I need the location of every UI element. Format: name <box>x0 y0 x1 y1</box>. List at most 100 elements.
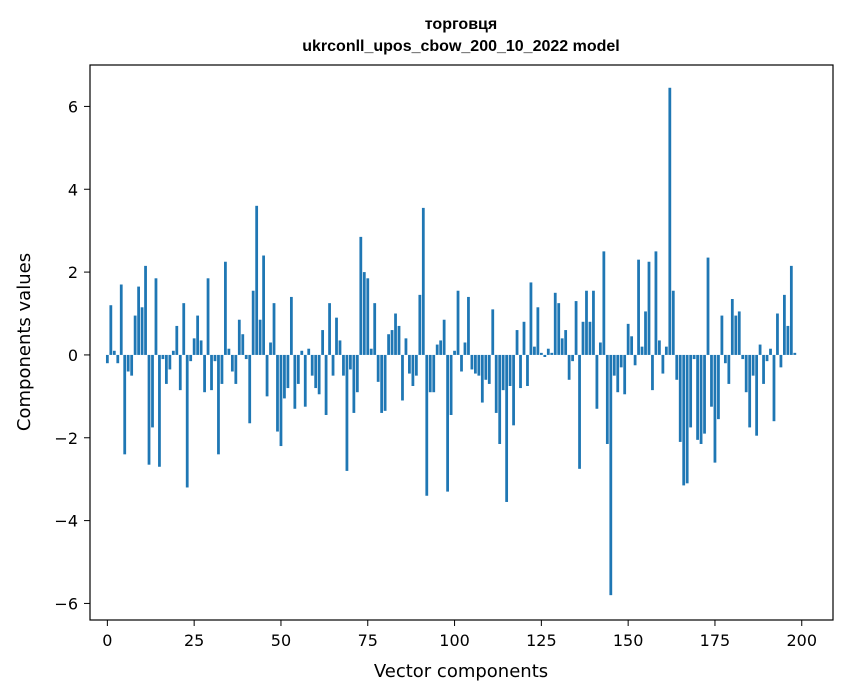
bar <box>258 319 262 355</box>
bar <box>144 265 147 355</box>
y-tick-label: 4 <box>68 180 78 199</box>
bar <box>237 319 241 355</box>
bar <box>536 307 540 355</box>
bar <box>734 315 738 355</box>
bar <box>224 261 227 355</box>
bar <box>546 348 550 355</box>
bar <box>404 338 408 355</box>
bar <box>418 294 422 355</box>
x-tick-label: 200 <box>786 631 817 650</box>
bar <box>442 319 446 355</box>
bar <box>685 354 689 484</box>
bar <box>383 354 387 411</box>
bar <box>380 354 384 413</box>
bar <box>779 354 783 368</box>
bar <box>519 354 522 389</box>
bar <box>470 354 474 370</box>
bar <box>751 354 755 376</box>
bar <box>744 354 748 393</box>
bar <box>397 325 401 355</box>
bar <box>644 311 647 355</box>
bar <box>491 309 495 355</box>
bar <box>699 354 703 444</box>
bar <box>362 272 366 355</box>
bar <box>185 354 189 488</box>
bar <box>651 354 654 391</box>
bar <box>682 354 686 486</box>
bar <box>762 354 765 384</box>
bar <box>133 315 137 355</box>
bar <box>439 340 443 355</box>
plot-area-frame <box>89 64 834 621</box>
y-tick-label: 6 <box>68 97 78 116</box>
bar <box>435 344 439 355</box>
bar <box>737 311 741 355</box>
bar <box>449 354 453 415</box>
bar <box>505 354 509 502</box>
bar <box>196 315 200 355</box>
bar <box>626 323 630 355</box>
bar <box>283 354 286 399</box>
bar <box>487 354 491 384</box>
bar <box>241 334 245 355</box>
bar <box>171 350 175 355</box>
bar <box>373 303 377 355</box>
bar <box>550 352 554 355</box>
bar <box>477 354 481 376</box>
y-axis-ticks: −6 −4 −2 0 2 4 6 <box>54 97 90 613</box>
bar <box>310 354 314 376</box>
bar <box>630 336 634 355</box>
bar <box>369 348 373 355</box>
bar <box>529 282 533 355</box>
bar <box>605 354 609 444</box>
bar <box>352 354 356 413</box>
bar <box>723 354 727 364</box>
bar <box>192 338 196 355</box>
bar <box>244 354 248 360</box>
bar <box>494 354 498 413</box>
x-tick-label: 50 <box>271 631 291 650</box>
x-tick-label: 175 <box>700 631 731 650</box>
bar <box>116 354 120 364</box>
bar <box>595 354 599 409</box>
bar <box>730 299 734 355</box>
bar <box>203 354 206 393</box>
bar <box>411 354 415 386</box>
bar <box>619 354 623 368</box>
bar <box>526 354 529 386</box>
bar <box>446 354 449 492</box>
bar <box>390 330 394 355</box>
bar <box>581 321 585 355</box>
bar <box>616 354 620 393</box>
bar <box>706 257 710 355</box>
bar <box>251 290 255 355</box>
bar <box>279 354 283 447</box>
bar <box>508 354 512 386</box>
bar <box>335 317 338 355</box>
bar <box>272 303 276 355</box>
bar <box>289 296 293 355</box>
bar <box>776 313 779 355</box>
x-tick-label: 25 <box>184 631 204 650</box>
bar <box>342 354 345 376</box>
bar <box>387 334 390 355</box>
bar <box>543 354 547 357</box>
bar <box>623 354 627 395</box>
bar <box>460 354 463 372</box>
bar <box>557 303 561 355</box>
bar <box>512 354 515 426</box>
bar <box>428 354 432 393</box>
bar <box>609 354 613 596</box>
bar <box>748 354 752 428</box>
bar <box>394 313 397 355</box>
bar <box>539 352 543 355</box>
bar <box>592 290 595 355</box>
bar <box>286 354 290 389</box>
bar <box>467 296 470 355</box>
bar <box>515 330 519 355</box>
x-tick-label: 125 <box>526 631 557 650</box>
bar <box>598 342 602 355</box>
bar <box>758 344 762 355</box>
bar <box>300 350 304 355</box>
